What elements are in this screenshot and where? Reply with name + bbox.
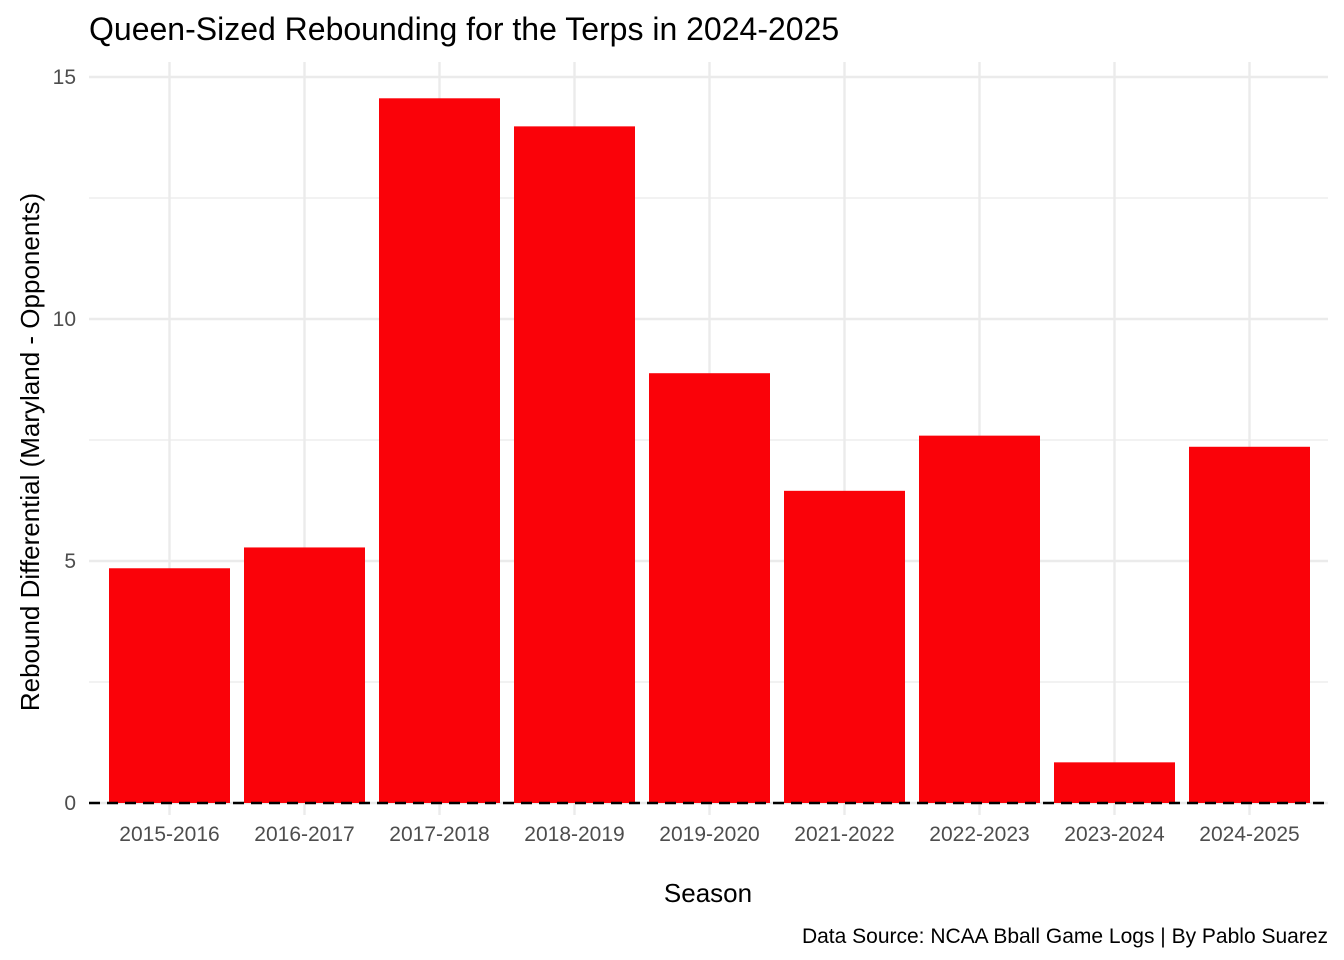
x-tick-label: 2021-2022 — [794, 823, 894, 846]
bar-2024-2025 — [1189, 446, 1310, 803]
x-tick-label: 2015-2016 — [119, 823, 219, 846]
bar-2016-2017 — [244, 547, 365, 803]
bars-layer — [109, 98, 1310, 804]
x-tick-label: 2018-2019 — [524, 823, 624, 846]
y-tick-label: 10 — [53, 308, 76, 331]
bar-2022-2023 — [919, 435, 1040, 803]
bar-2019-2020 — [649, 373, 770, 803]
y-axis-title: Rebound Differential (Maryland - Opponen… — [15, 193, 45, 711]
x-tick-label: 2024-2025 — [1199, 823, 1299, 846]
bar-2023-2024 — [1054, 762, 1175, 803]
x-tick-label: 2023-2024 — [1064, 823, 1165, 846]
x-tick-label: 2016-2017 — [254, 823, 354, 846]
x-tick-label: 2019-2020 — [659, 823, 759, 846]
y-tick-label: 5 — [64, 550, 76, 573]
bar-2017-2018 — [379, 98, 500, 803]
chart-caption: Data Source: NCAA Bball Game Logs | By P… — [802, 925, 1328, 948]
x-tick-label: 2022-2023 — [929, 823, 1029, 846]
y-axis-tick-labels: 0 5 10 15 — [53, 66, 76, 815]
x-axis-tick-labels: 2015-2016 2016-2017 2017-2018 2018-2019 2019… — [119, 823, 1299, 846]
chart-title: Queen-Sized Rebounding for the Terps in … — [89, 11, 839, 47]
x-axis-title: Season — [664, 878, 752, 908]
bar-2021-2022 — [784, 490, 905, 803]
x-tick-label: 2017-2018 — [389, 823, 489, 846]
y-tick-label: 0 — [64, 792, 76, 815]
bar-2015-2016 — [109, 568, 230, 803]
y-tick-label: 15 — [53, 66, 76, 89]
bar-2018-2019 — [514, 126, 635, 804]
